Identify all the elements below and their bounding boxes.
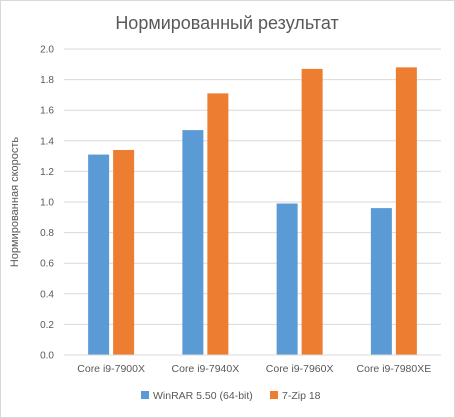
bar-7zip-3 — [301, 68, 323, 355]
y-tick-label: 0.0 — [40, 351, 54, 362]
legend: WinRAR 5.50 (64-bit) 7-Zip 18 — [141, 390, 321, 402]
y-tick-label: 1.0 — [40, 198, 54, 209]
chart-title: Нормированный результат — [115, 13, 338, 33]
bars — [88, 67, 417, 356]
bar-winrar-3 — [276, 203, 298, 355]
bar-7zip-1 — [113, 149, 135, 355]
y-tick-label: 0.2 — [40, 320, 54, 331]
y-tick-label: 1.4 — [40, 136, 54, 147]
bar-winrar-1 — [88, 154, 110, 355]
bar-7zip-4 — [395, 67, 417, 356]
x-axis-categories: Core i9-7900X Core i9-7940X Core i9-7960X C… — [77, 363, 431, 375]
y-axis-label: Нормированная скорость — [9, 137, 21, 268]
y-tick-label: 1.2 — [40, 167, 54, 178]
x-category-label: Core i9-7960X — [266, 363, 334, 375]
legend-swatch — [141, 391, 149, 399]
y-tick-label: 1.6 — [40, 106, 54, 117]
legend-label: 7-Zip 18 — [282, 390, 321, 402]
bar-7zip-2 — [207, 93, 229, 356]
x-category-label: Core i9-7980XE — [357, 363, 432, 375]
y-tick-label: 1.8 — [40, 75, 54, 86]
x-category-label: Core i9-7900X — [77, 363, 145, 375]
y-axis-ticks: 0.0 0.2 0.4 0.6 0.8 1.0 1.2 1.4 1.6 1.8 2.0 — [40, 45, 54, 362]
legend-label: WinRAR 5.50 (64-bit) — [153, 390, 253, 402]
legend-swatch — [270, 391, 278, 399]
y-tick-label: 0.4 — [40, 289, 54, 300]
y-tick-label: 2.0 — [40, 45, 54, 56]
x-category-label: Core i9-7940X — [172, 363, 240, 375]
y-tick-label: 0.6 — [40, 259, 54, 270]
bar-winrar-4 — [370, 208, 392, 355]
bar-winrar-2 — [182, 130, 204, 355]
y-tick-label: 0.8 — [40, 228, 54, 239]
